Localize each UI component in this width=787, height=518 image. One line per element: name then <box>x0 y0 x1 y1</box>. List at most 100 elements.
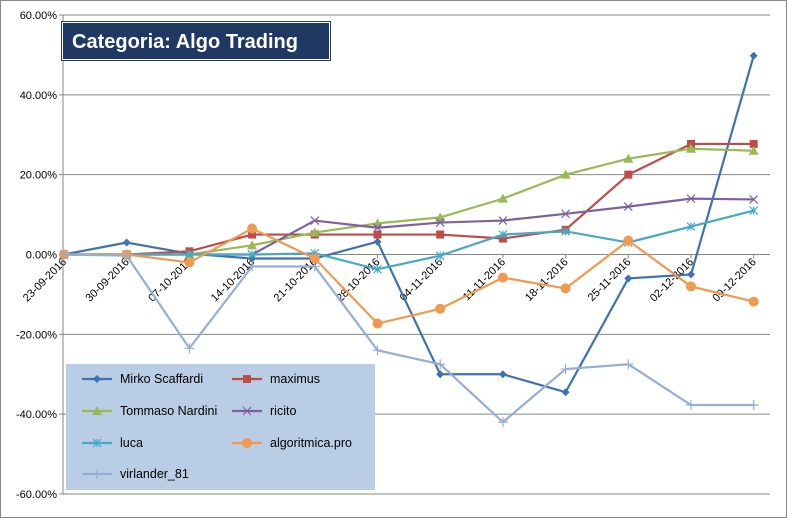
data-point <box>436 230 445 239</box>
series-line <box>63 253 754 424</box>
y-tick-label: 20.00% <box>20 170 58 182</box>
data-point <box>309 253 320 264</box>
x-tick-label: 21-10-2016 <box>272 256 320 304</box>
data-point <box>184 343 195 354</box>
series-luca <box>59 206 759 274</box>
legend-marker <box>93 375 101 383</box>
legend-key <box>232 406 262 416</box>
series-line <box>63 55 755 394</box>
data-point <box>435 251 445 261</box>
data-point <box>686 281 696 292</box>
data-point <box>498 370 507 379</box>
x-tick-label: 14-10-2016 <box>209 256 257 304</box>
data-point <box>373 237 382 246</box>
data-point <box>497 417 508 428</box>
legend-label: luca <box>120 436 143 450</box>
data-point <box>561 226 571 236</box>
x-tick-label: 23-09-2016 <box>21 256 69 304</box>
data-point <box>686 222 696 231</box>
data-point <box>248 230 257 239</box>
data-point <box>561 209 571 219</box>
x-tick-label: 30-09-2016 <box>84 256 132 304</box>
data-point <box>624 274 633 283</box>
data-point <box>748 296 759 307</box>
legend-marker <box>242 406 252 416</box>
data-point <box>122 238 131 247</box>
data-point <box>247 240 258 250</box>
data-point <box>686 399 696 410</box>
data-point <box>310 216 320 225</box>
data-point <box>749 51 758 60</box>
series-line <box>64 142 754 256</box>
series-line <box>64 197 754 256</box>
data-point <box>498 216 508 225</box>
series-tommaso-nardini <box>59 143 759 259</box>
legend-key <box>82 469 112 479</box>
data-point <box>561 388 570 397</box>
legend-key <box>82 406 112 415</box>
y-tick-label: 40.00% <box>20 90 58 102</box>
data-point <box>560 364 571 375</box>
legend-item: virlander_81 <box>82 467 189 481</box>
legend-key <box>82 375 112 383</box>
legend-key <box>82 438 112 448</box>
legend-marker <box>92 469 102 479</box>
legend-item: Tommaso Nardini <box>82 404 217 418</box>
legend-item: algoritmica.pro <box>232 436 352 450</box>
data-point <box>686 194 696 204</box>
data-point <box>749 194 759 204</box>
data-point <box>435 303 446 314</box>
data-point <box>121 250 132 261</box>
data-point <box>498 230 508 239</box>
legend-marker <box>243 375 251 383</box>
data-point <box>623 235 634 246</box>
data-point <box>749 139 758 148</box>
y-tick-label: -60.00% <box>16 489 57 501</box>
data-point <box>372 345 383 356</box>
data-point <box>686 143 696 153</box>
series-maximus <box>60 139 758 259</box>
legend-marker <box>92 406 102 415</box>
data-point <box>624 170 633 179</box>
legend-item: luca <box>82 436 143 450</box>
data-point <box>373 230 382 239</box>
data-point <box>373 264 382 274</box>
data-point <box>560 283 571 294</box>
series-virlander-81 <box>59 249 759 428</box>
data-point <box>309 227 320 237</box>
y-tick-label: -20.00% <box>16 329 57 341</box>
y-tick-label: -40.00% <box>16 409 57 421</box>
data-point <box>436 370 445 379</box>
data-point <box>435 218 445 227</box>
legend-item: maximus <box>232 372 320 386</box>
legend-label: ricito <box>270 404 297 418</box>
legend-marker <box>92 438 102 448</box>
legend-label: algoritmica.pro <box>270 436 352 450</box>
legend-label: maximus <box>270 372 321 386</box>
data-point <box>247 261 258 272</box>
legend-label: virlander_81 <box>120 467 189 481</box>
series-line <box>64 209 754 271</box>
data-point <box>623 359 634 370</box>
legend-label: Mirko Scaffardi <box>120 372 204 386</box>
data-point <box>247 250 257 259</box>
data-point <box>184 250 194 259</box>
data-point <box>623 202 633 212</box>
data-point <box>435 359 446 370</box>
data-point <box>309 261 320 272</box>
legend-item: Mirko Scaffardi <box>82 372 203 386</box>
data-point <box>560 169 571 179</box>
legend-key <box>232 375 262 383</box>
legend-label: Tommaso Nardini <box>120 404 218 418</box>
y-tick-label: 0.00% <box>26 250 57 262</box>
series-line <box>64 227 754 325</box>
x-tick-label: 02-12-2016 <box>648 256 696 304</box>
y-tick-label: 60.00% <box>20 10 58 22</box>
x-tick-label: 18-11-2016 <box>523 256 571 304</box>
data-point <box>749 206 759 216</box>
data-point <box>247 223 258 234</box>
series-mirko-scaffardi <box>60 51 758 397</box>
data-point <box>497 193 508 203</box>
